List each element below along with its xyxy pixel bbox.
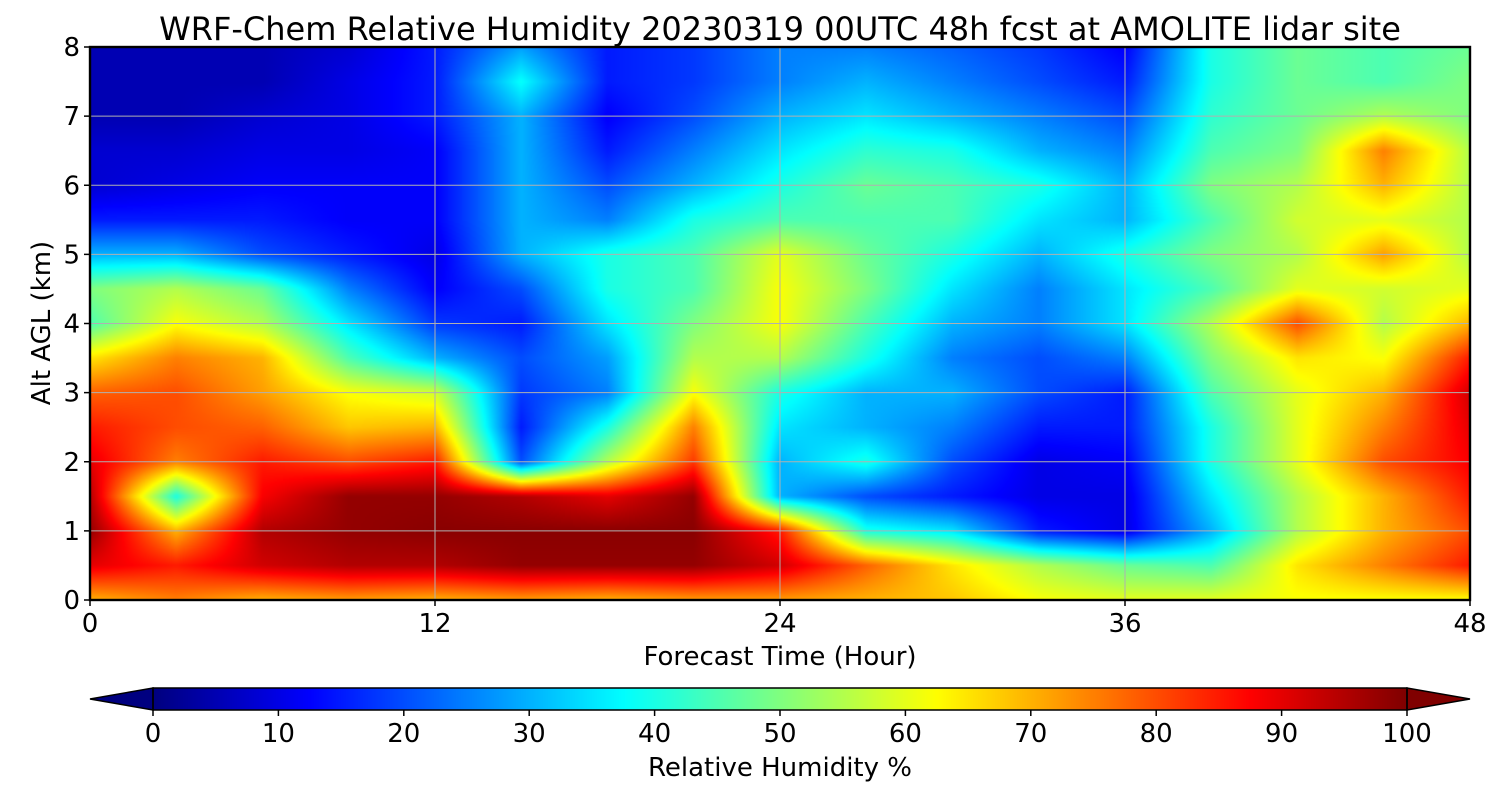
colorbar-gradient — [153, 688, 1407, 710]
y-tick-label: 1 — [63, 517, 80, 547]
x-axis-ticks: 0 12 24 36 48 — [82, 600, 1487, 639]
colorbar-tick-label: 50 — [763, 719, 796, 749]
y-axis-ticks: 0 1 2 3 4 5 6 7 8 — [63, 33, 90, 616]
colorbar-ticks: 0 10 20 30 40 50 60 70 80 90 100 — [145, 710, 1432, 749]
colorbar-label: Relative Humidity % — [648, 753, 912, 783]
x-tick-label: 0 — [82, 609, 99, 639]
grid-lines — [90, 47, 1470, 600]
y-tick-label: 5 — [63, 240, 80, 270]
colorbar-extend-low — [89, 687, 154, 711]
y-tick-label: 3 — [63, 379, 80, 409]
x-tick-label: 12 — [418, 609, 451, 639]
y-tick-label: 8 — [63, 33, 80, 63]
colorbar: 0 10 20 30 40 50 60 70 80 90 100 Relative Humidity… — [89, 687, 1471, 783]
colorbar-extend-high — [1406, 687, 1471, 711]
colorbar-tick-label: 70 — [1014, 719, 1047, 749]
colorbar-tick-label: 90 — [1265, 719, 1298, 749]
y-axis-label: Alt AGL (km) — [27, 241, 57, 405]
colorbar-tick-label: 80 — [1140, 719, 1173, 749]
x-tick-label: 48 — [1453, 609, 1486, 639]
chart-title: WRF-Chem Relative Humidity 20230319 00UT… — [159, 10, 1401, 48]
colorbar-tick-label: 30 — [513, 719, 546, 749]
y-tick-label: 6 — [63, 171, 80, 201]
y-tick-label: 2 — [63, 448, 80, 478]
colorbar-tick-label: 40 — [638, 719, 671, 749]
x-tick-label: 36 — [1108, 609, 1141, 639]
colorbar-tick-label: 20 — [387, 719, 420, 749]
x-axis-label: Forecast Time (Hour) — [643, 642, 916, 672]
colorbar-tick-label: 100 — [1382, 719, 1432, 749]
y-tick-label: 4 — [63, 310, 80, 340]
x-tick-label: 24 — [763, 609, 796, 639]
y-tick-label: 0 — [63, 586, 80, 616]
colorbar-tick-label: 0 — [145, 719, 162, 749]
y-tick-label: 7 — [63, 102, 80, 132]
colorbar-tick-label: 60 — [889, 719, 922, 749]
colorbar-tick-label: 10 — [262, 719, 295, 749]
